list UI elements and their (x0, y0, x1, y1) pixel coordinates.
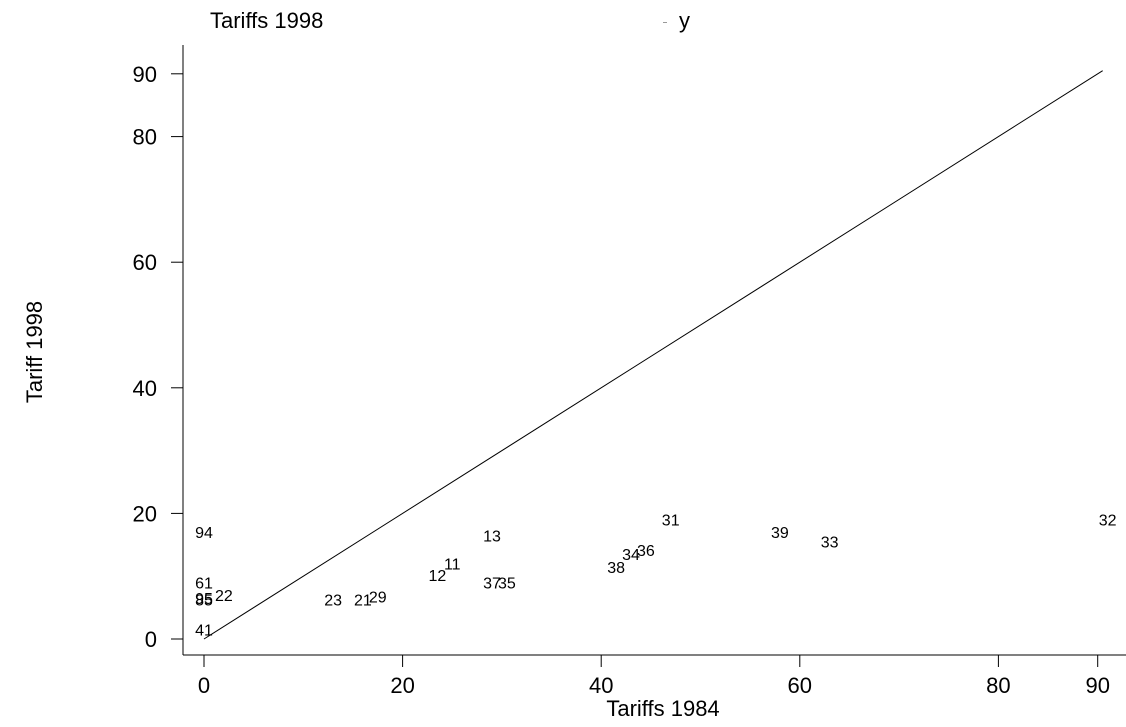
point-label: 41 (195, 623, 213, 640)
reference-line (203, 70, 1103, 640)
y-tick-label: 60 (133, 250, 157, 275)
legend-swatch (663, 21, 667, 23)
y-tick-label: 0 (145, 627, 157, 652)
reference-line-group (203, 70, 1103, 640)
legend-title: Tariffs 1998 (210, 8, 324, 33)
x-axis-title-text: Tariffs 1984 (606, 696, 720, 721)
point-label: 36 (637, 543, 655, 560)
x-tick-label: 0 (198, 673, 210, 698)
point-label: 38 (607, 560, 625, 577)
point-label: 85 (195, 592, 213, 609)
point-label: 33 (821, 535, 839, 552)
point-label: 32 (1099, 513, 1117, 530)
y-tick-label: 20 (133, 501, 157, 526)
point-label: 22 (215, 588, 233, 605)
point-label: 21 (354, 592, 372, 609)
y-tick-label: 40 (133, 376, 157, 401)
point-label: 13 (483, 528, 501, 545)
y-axis-title: Tariff 1998 (22, 300, 47, 404)
point-label: 94 (195, 525, 213, 542)
x-tick-label: 60 (788, 673, 812, 698)
legend-item-y: y (663, 8, 690, 34)
point-label: 35 (498, 575, 516, 592)
y-tick-label: 80 (133, 125, 157, 150)
point-label: 37 (483, 575, 501, 592)
point-label: 61 (195, 575, 213, 592)
point-label: 11 (444, 557, 461, 574)
point-label: 23 (324, 592, 342, 609)
x-tick-label: 20 (390, 673, 414, 698)
x-axis-title: Tariffs 1984 (0, 696, 1126, 722)
point-label: 29 (369, 589, 387, 606)
y-tick-label: 90 (133, 62, 157, 87)
point-label: 12 (428, 568, 446, 585)
point-label: 95 (195, 591, 213, 608)
legend-item-label: y (679, 8, 690, 33)
x-tick-label: 90 (1085, 673, 1109, 698)
x-tick-label: 40 (589, 673, 613, 698)
x-tick-label: 80 (986, 673, 1010, 698)
point-label: 31 (662, 513, 680, 530)
point-label: 39 (771, 525, 789, 542)
axes: 0 20 40 60 80 90 0 20 40 60 80 90 (133, 45, 1126, 698)
point-label: 34 (622, 547, 640, 564)
